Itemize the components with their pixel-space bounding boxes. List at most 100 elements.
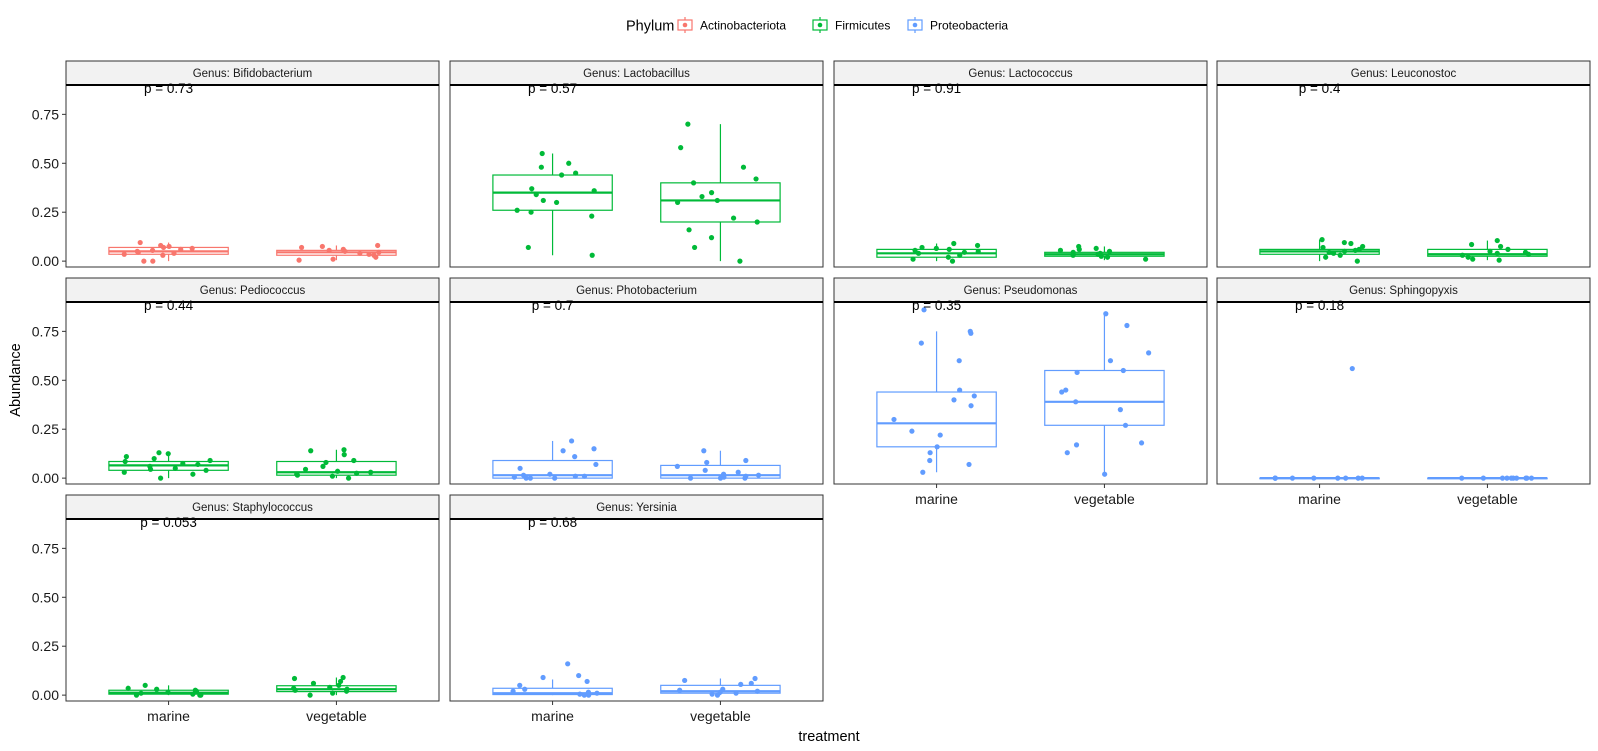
data-point	[320, 463, 326, 469]
data-point	[1057, 247, 1064, 253]
data-point	[573, 170, 579, 176]
data-point	[540, 197, 546, 204]
data-point	[1524, 475, 1530, 481]
data-point	[733, 690, 739, 696]
legend-label: Actinobacteriota	[700, 19, 786, 33]
axis-titles: treatment Abundance	[8, 343, 860, 745]
data-point	[891, 416, 897, 423]
x-tick-label: vegetable	[306, 708, 367, 724]
boxplot-marine	[108, 450, 229, 481]
data-point	[1504, 475, 1510, 481]
data-point	[1348, 240, 1354, 247]
facet-strip	[449, 494, 824, 520]
panel-border	[1216, 84, 1591, 268]
data-point	[533, 191, 539, 198]
data-point	[1465, 254, 1471, 260]
data-point	[927, 457, 933, 464]
boxplot-marine	[492, 661, 613, 698]
data-point	[717, 475, 724, 481]
data-point	[677, 687, 683, 693]
data-point	[319, 243, 325, 250]
data-point	[334, 468, 341, 474]
x-tick-label: vegetable	[1074, 491, 1135, 507]
y-tick-label: 0.50	[32, 589, 59, 605]
legend-item-actinobacteriota: Actinobacteriota	[677, 17, 786, 33]
data-point	[1360, 243, 1366, 250]
box-iqr	[876, 391, 997, 448]
data-point	[193, 688, 200, 694]
data-point	[327, 684, 333, 690]
data-point	[1143, 256, 1149, 262]
data-point	[292, 687, 298, 693]
data-point	[137, 239, 143, 246]
facet-panels: Genus: Bifidobacterium 0.00 0.25 0.50 0.75 p …	[32, 60, 1591, 724]
boxplot-marine	[108, 239, 229, 264]
facet-strip	[65, 60, 440, 86]
data-point	[708, 190, 715, 196]
data-point	[523, 475, 529, 481]
data-point	[919, 244, 925, 251]
p-value-label: p = 0.91	[912, 81, 961, 96]
facet-panel: Genus: Lactococcus p = 0.91	[833, 60, 1208, 268]
y-tick-label: 0.50	[32, 372, 59, 388]
data-point	[576, 672, 582, 679]
data-point	[1070, 252, 1076, 258]
data-point	[921, 307, 927, 313]
data-point	[560, 448, 566, 454]
data-point	[547, 471, 553, 477]
data-point	[682, 677, 688, 684]
data-point	[1355, 475, 1361, 481]
data-point	[971, 393, 977, 399]
data-point	[197, 692, 203, 698]
x-tick-label: vegetable	[1457, 491, 1518, 507]
data-point	[121, 469, 127, 475]
p-value-label: p = 0.4	[1299, 81, 1341, 96]
boxplot-vegetable	[1044, 243, 1165, 262]
y-tick-label: 0.50	[32, 155, 59, 171]
data-point	[937, 432, 943, 438]
data-point	[158, 475, 164, 481]
panel-border	[65, 518, 440, 702]
data-point	[538, 164, 544, 170]
x-axis-title: treatment	[798, 729, 859, 745]
data-point	[1122, 422, 1129, 428]
data-point	[154, 686, 160, 692]
data-point	[342, 248, 348, 254]
legend-label: Proteobacteria	[930, 19, 1008, 33]
data-point	[207, 457, 213, 464]
data-point	[918, 340, 924, 346]
legend-label: Firmicutes	[835, 19, 890, 33]
data-point	[737, 258, 743, 264]
p-value-label: p = 0.57	[528, 81, 577, 96]
data-point	[1073, 442, 1080, 448]
data-point	[1528, 475, 1535, 481]
facet-strip	[833, 60, 1208, 86]
x-tick-label: marine	[147, 708, 190, 724]
data-point	[752, 675, 758, 682]
data-point	[754, 219, 760, 225]
data-point	[685, 121, 691, 127]
data-point	[974, 242, 981, 249]
data-point	[975, 248, 981, 254]
data-point	[529, 186, 535, 192]
data-point	[568, 438, 575, 444]
data-point	[1320, 244, 1326, 251]
facet-strip	[65, 494, 440, 520]
data-point	[166, 243, 172, 250]
data-point	[945, 254, 951, 260]
data-point	[915, 250, 922, 256]
data-point	[909, 428, 915, 434]
data-point	[589, 252, 595, 258]
data-point	[160, 244, 167, 251]
data-point	[1063, 387, 1069, 393]
data-point	[1289, 475, 1296, 481]
data-point	[572, 473, 578, 479]
data-point	[190, 471, 196, 477]
data-point	[708, 235, 715, 241]
data-point	[1093, 245, 1099, 252]
data-point	[307, 692, 313, 698]
y-tick-label: 0.00	[32, 253, 59, 269]
data-point	[956, 358, 962, 364]
data-point	[1064, 450, 1070, 456]
boxplot-vegetable	[660, 121, 781, 264]
